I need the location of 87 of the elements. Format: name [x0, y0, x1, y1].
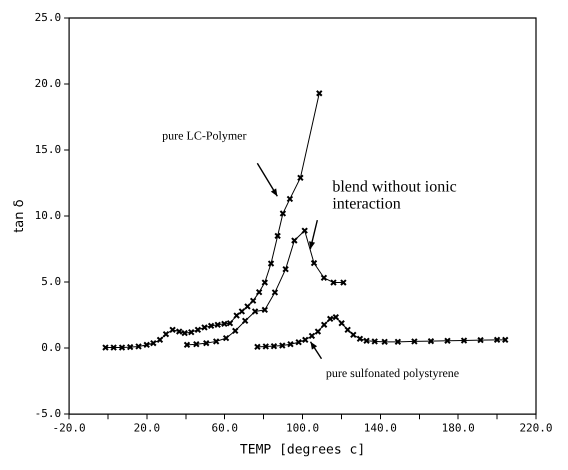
x-axis-title: TEMP [degrees c] [240, 442, 366, 458]
y-tick-label: 5.0 [41, 274, 62, 288]
point [371, 338, 378, 345]
x-tick-label: -20.0 [52, 422, 86, 435]
point [220, 320, 228, 328]
point [192, 340, 200, 348]
point [394, 338, 402, 346]
point [268, 260, 275, 267]
point [282, 266, 290, 273]
annotation: blend without ionic interaction [332, 178, 457, 212]
y-tick-label: 10.0 [34, 208, 62, 222]
point [212, 338, 220, 345]
point [226, 320, 234, 327]
point [330, 279, 337, 286]
point [118, 344, 126, 351]
y-axis-title: tan δ [12, 199, 28, 233]
point [169, 326, 176, 334]
point [222, 334, 230, 342]
point [381, 338, 388, 346]
y-tick-label: 25.0 [34, 10, 62, 24]
annotation: pure sulfonated polystyrene [326, 366, 460, 380]
point [271, 288, 278, 296]
point [194, 326, 202, 334]
point [290, 237, 298, 244]
point [274, 232, 282, 240]
point [296, 174, 304, 182]
x-tick-label: 180.0 [442, 422, 475, 435]
point [150, 340, 157, 347]
point [156, 336, 164, 344]
point [287, 340, 294, 348]
point [242, 317, 249, 324]
point [250, 297, 257, 304]
point [143, 341, 150, 348]
point [233, 312, 240, 320]
x-tick-label: 140.0 [364, 422, 397, 435]
point [363, 337, 370, 344]
x-tick-label: 60.0 [211, 422, 238, 435]
point [310, 260, 318, 267]
point [338, 320, 346, 327]
point [202, 340, 210, 347]
x-tick-label: 100.0 [286, 422, 320, 435]
point [286, 195, 294, 202]
point [262, 342, 270, 350]
point [301, 227, 308, 234]
point [214, 321, 222, 328]
point [201, 324, 208, 331]
point [232, 327, 239, 334]
point [332, 314, 340, 321]
y-tick-label: -5.0 [34, 407, 62, 420]
y-tick-label: 15.0 [34, 142, 62, 156]
point [460, 337, 468, 344]
point [162, 330, 170, 338]
point [208, 322, 215, 330]
point [326, 315, 334, 322]
point [320, 274, 328, 282]
x-tick-label: 220.0 [519, 422, 553, 435]
point [244, 302, 251, 310]
point [238, 308, 246, 315]
y-tick-label: 20.0 [34, 76, 62, 90]
point [344, 326, 352, 334]
point [494, 336, 501, 344]
point [302, 336, 309, 344]
point [350, 331, 357, 338]
y-tick-label: 0.0 [41, 341, 62, 354]
annotation: pure LC-Polymer [162, 128, 246, 142]
point [252, 308, 259, 315]
point [477, 336, 484, 344]
point [410, 338, 418, 345]
point [176, 328, 183, 335]
point [126, 344, 134, 351]
point [261, 279, 268, 286]
point [320, 321, 328, 328]
point [427, 338, 434, 345]
point [135, 342, 142, 350]
point [295, 338, 302, 346]
point [256, 288, 263, 296]
point [314, 328, 322, 335]
point [356, 335, 364, 342]
point [110, 344, 118, 351]
point [188, 328, 195, 336]
point [279, 210, 286, 217]
point [444, 337, 451, 344]
point [270, 342, 278, 350]
x-tick-label: 20.0 [134, 422, 160, 435]
point [278, 342, 286, 349]
point [181, 330, 188, 337]
point [261, 306, 268, 314]
